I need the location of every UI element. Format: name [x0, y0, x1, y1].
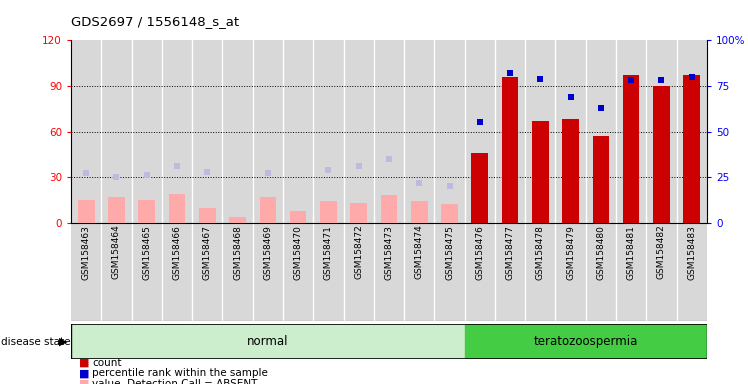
Bar [162, 223, 192, 321]
Text: GSM158473: GSM158473 [384, 225, 393, 280]
Bar [222, 40, 253, 223]
Bar [343, 40, 374, 223]
Bar [465, 223, 495, 321]
Bar [525, 40, 556, 223]
Text: GSM158481: GSM158481 [627, 225, 636, 280]
Text: GSM158471: GSM158471 [324, 225, 333, 280]
Bar [435, 40, 465, 223]
Bar [411, 202, 428, 223]
Bar [253, 223, 283, 321]
Text: GSM158463: GSM158463 [82, 225, 91, 280]
Bar [132, 40, 162, 223]
Bar [677, 40, 707, 223]
Text: GSM158482: GSM158482 [657, 225, 666, 280]
Bar [556, 223, 586, 321]
Bar [465, 324, 707, 359]
Text: GSM158464: GSM158464 [112, 225, 121, 280]
Bar [192, 40, 222, 223]
Bar [313, 40, 343, 223]
Bar [465, 40, 495, 223]
Bar [71, 223, 101, 321]
Bar [162, 40, 192, 223]
Text: GSM158467: GSM158467 [203, 225, 212, 280]
Bar [616, 40, 646, 223]
Bar [101, 40, 132, 223]
Bar [502, 77, 518, 223]
Bar [562, 119, 579, 223]
Bar [283, 223, 313, 321]
Bar [229, 217, 246, 223]
Text: GSM158479: GSM158479 [566, 225, 575, 280]
Bar [646, 40, 677, 223]
Bar [132, 223, 162, 321]
Bar [592, 136, 609, 223]
Bar [677, 223, 707, 321]
Bar [404, 223, 435, 321]
Bar [532, 121, 549, 223]
Bar [253, 40, 283, 223]
Text: ■: ■ [79, 368, 89, 378]
Bar [78, 200, 94, 223]
Bar [404, 40, 435, 223]
Text: GSM158469: GSM158469 [263, 225, 272, 280]
Text: ■: ■ [79, 379, 89, 384]
Bar [343, 223, 374, 321]
Bar [138, 200, 155, 223]
Bar [525, 223, 556, 321]
Bar [199, 207, 215, 223]
Text: value, Detection Call = ABSENT: value, Detection Call = ABSENT [92, 379, 257, 384]
Bar [435, 223, 465, 321]
Text: GSM158477: GSM158477 [506, 225, 515, 280]
Bar [71, 324, 465, 359]
Text: teratozoospermia: teratozoospermia [533, 335, 638, 348]
Bar [684, 75, 700, 223]
Bar [495, 223, 525, 321]
Text: GSM158472: GSM158472 [355, 225, 364, 280]
Bar [320, 202, 337, 223]
Bar [653, 86, 669, 223]
Text: GSM158470: GSM158470 [294, 225, 303, 280]
Bar [313, 223, 343, 321]
Bar [556, 40, 586, 223]
Text: GSM158478: GSM158478 [536, 225, 545, 280]
Text: disease state: disease state [1, 337, 70, 347]
Bar [646, 223, 677, 321]
Bar [374, 40, 404, 223]
Text: count: count [92, 358, 121, 368]
Bar [101, 223, 132, 321]
Bar [289, 210, 307, 223]
Text: GSM158474: GSM158474 [414, 225, 423, 280]
Bar [283, 40, 313, 223]
Text: GSM158475: GSM158475 [445, 225, 454, 280]
Bar [623, 75, 640, 223]
Bar [71, 40, 101, 223]
Text: ■: ■ [79, 358, 89, 368]
Bar [381, 195, 397, 223]
Bar [471, 153, 488, 223]
Text: GSM158466: GSM158466 [173, 225, 182, 280]
Text: GSM158480: GSM158480 [596, 225, 605, 280]
Text: GSM158476: GSM158476 [475, 225, 484, 280]
Bar [374, 223, 404, 321]
Text: normal: normal [247, 335, 289, 348]
Text: percentile rank within the sample: percentile rank within the sample [92, 368, 268, 378]
Bar [616, 223, 646, 321]
Bar [169, 194, 186, 223]
Text: ▶: ▶ [59, 337, 67, 347]
Bar [108, 197, 125, 223]
Bar [192, 223, 222, 321]
Text: GSM158465: GSM158465 [142, 225, 151, 280]
Bar [222, 223, 253, 321]
Text: GSM158468: GSM158468 [233, 225, 242, 280]
Text: GDS2697 / 1556148_s_at: GDS2697 / 1556148_s_at [71, 15, 239, 28]
Bar [441, 204, 458, 223]
Bar [350, 203, 367, 223]
Bar [260, 197, 276, 223]
Bar [495, 40, 525, 223]
Text: GSM158483: GSM158483 [687, 225, 696, 280]
Bar [586, 40, 616, 223]
Bar [586, 223, 616, 321]
